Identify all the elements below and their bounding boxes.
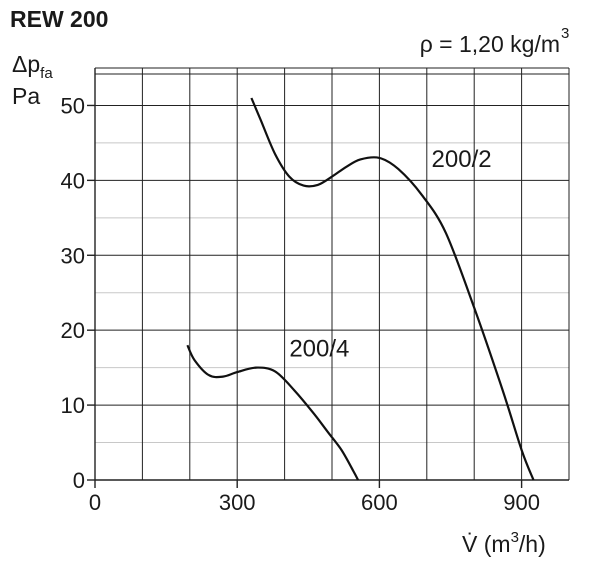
series-curve-200-4 — [186, 344, 360, 481]
y-tick-label-4: 40 — [61, 168, 85, 193]
x-tick-label-2: 600 — [361, 490, 398, 515]
series-label-200-2: 200/2 — [432, 146, 492, 173]
grid — [94, 67, 570, 481]
density-annotation-superscript: 3 — [561, 25, 569, 42]
axes — [94, 68, 569, 481]
tick-labels: 0 300 600 900 0 10 20 30 40 50 — [61, 93, 540, 515]
series-label-200-4: 200/4 — [289, 335, 349, 362]
series-curves: 200/2 200/4 — [186, 97, 535, 481]
y-tick-label-2: 20 — [61, 318, 85, 343]
chart-title: REW 200 — [10, 6, 108, 32]
y-tick-label-3: 30 — [61, 243, 85, 268]
x-tick-label-0: 0 — [89, 490, 101, 515]
x-tick-label-3: 900 — [503, 490, 540, 515]
y-tick-label-1: 10 — [61, 393, 85, 418]
y-axis-delta-p: Δp — [12, 51, 40, 77]
density-annotation: ρ = 1,20 kg/m — [420, 31, 560, 57]
x-axis-label-prefix: V̇ (m — [462, 531, 511, 557]
y-tick-label-5: 50 — [61, 93, 85, 118]
y-axis-subscript: fa — [40, 65, 53, 82]
series-curve-200-2 — [250, 97, 535, 481]
y-axis-unit: Pa — [12, 83, 40, 109]
x-axis-label-superscript: 3 — [511, 529, 519, 546]
y-axis-symbol: Δpfa — [12, 51, 53, 82]
x-tick-label-1: 300 — [219, 490, 256, 515]
x-axis-label-suffix: /h) — [519, 531, 546, 557]
x-axis-label: V̇ (m3/h) — [462, 529, 546, 557]
y-tick-label-0: 0 — [73, 468, 85, 493]
